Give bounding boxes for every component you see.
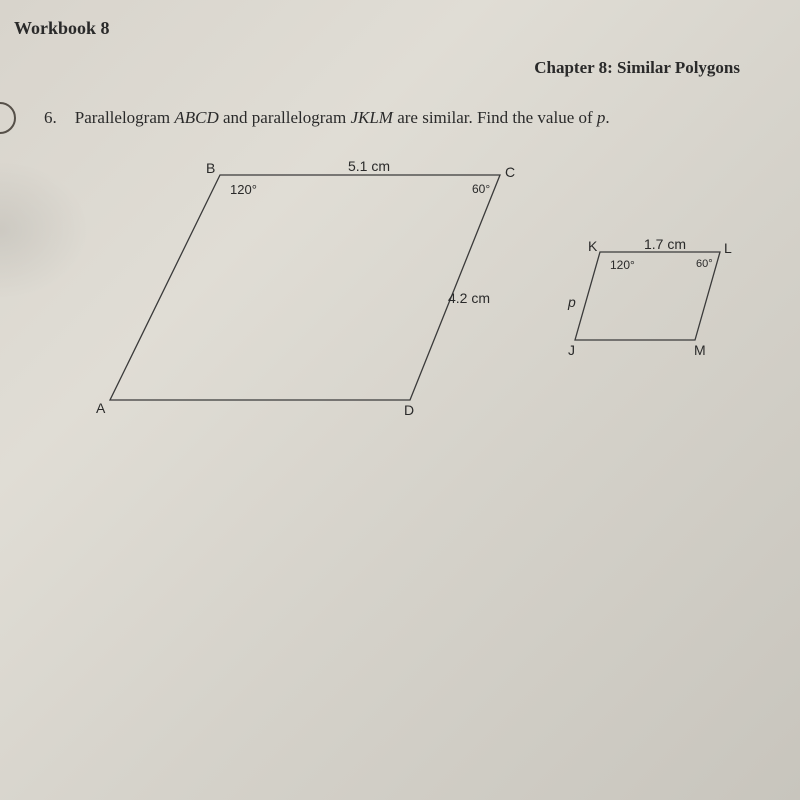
side-BC-label: 5.1 cm [348,158,390,174]
q-poly1: ABCD [174,108,218,127]
worksheet-page: Workbook 8 Chapter 8: Similar Polygons 6… [0,0,800,800]
parallelogram-diagram [0,150,800,510]
q-suffix: are similar. Find the value of [393,108,597,127]
side-CD-label: 4.2 cm [448,290,490,306]
vertex-D: D [404,402,414,418]
side-KL-label: 1.7 cm [644,236,686,252]
vertex-L: L [724,240,732,256]
angle-L-label: 60° [696,258,713,270]
question-text: Parallelogram ABCD and parallelogram JKL… [75,108,610,128]
q-mid: and parallelogram [219,108,351,127]
vertex-J: J [568,342,575,358]
diagram-area: B C D A 5.1 cm 4.2 cm 120° 60° K L M J 1… [0,150,800,510]
q-prefix: Parallelogram [75,108,175,127]
angle-K-label: 120° [610,258,635,272]
vertex-K: K [588,238,597,254]
vertex-M: M [694,342,706,358]
vertex-C: C [505,164,515,180]
q-poly2: JKLM [350,108,393,127]
question-number: 6. [44,108,57,128]
angle-C-label: 60° [472,182,490,196]
question-row: 6. Parallelogram ABCD and parallelogram … [44,108,610,128]
chapter-title: Chapter 8: Similar Polygons [534,58,740,78]
vertex-A: A [96,400,105,416]
workbook-title: Workbook 8 [14,18,110,39]
vertex-B: B [206,160,215,176]
angle-B-label: 120° [230,182,257,197]
q-end: . [605,108,609,127]
binder-hole [0,102,16,134]
side-p-label: p [568,294,576,310]
